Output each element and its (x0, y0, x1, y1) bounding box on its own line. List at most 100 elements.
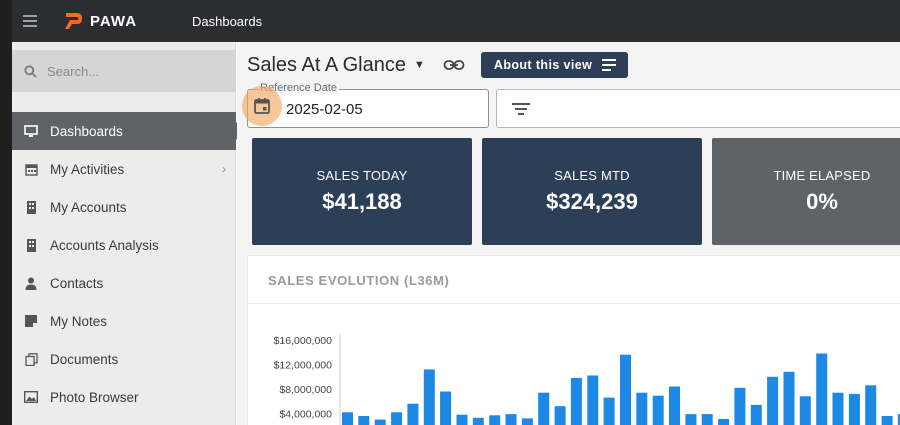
chart-bar[interactable] (521, 418, 533, 425)
sidebar-item-label: Accounts Analysis (50, 237, 159, 253)
person-icon (24, 276, 38, 290)
chart-bar[interactable] (407, 403, 419, 425)
chart-bar[interactable] (440, 391, 452, 425)
sidebar-nav: Dashboards My Activities › My Accounts A… (12, 112, 245, 416)
reference-date-value: 2025-02-05 (286, 101, 363, 118)
building-icon (24, 200, 38, 214)
chart-bar[interactable] (358, 416, 370, 425)
chart-bar[interactable] (342, 412, 353, 425)
chart-bar[interactable] (701, 414, 713, 425)
menu-icon[interactable] (12, 0, 48, 42)
chart-bar[interactable] (538, 392, 550, 425)
kpi-label: SALES MTD (554, 168, 630, 183)
sidebar-item-label: Contacts (50, 275, 104, 291)
sidebar-item-accounts-analysis[interactable]: Accounts Analysis (12, 226, 236, 264)
chart-bar[interactable] (554, 406, 566, 425)
chart-bar[interactable] (603, 397, 615, 425)
view-title-dropdown[interactable]: Sales At A Glance (247, 53, 406, 76)
sidebar-item-contacts[interactable]: Contacts (12, 264, 236, 302)
note-icon (24, 314, 38, 328)
filter-icon[interactable] (512, 103, 530, 115)
chart-bar[interactable] (881, 416, 893, 425)
y-tick-label: $4,000,000 (279, 409, 332, 421)
kpi-sales-mtd[interactable]: SALES MTD $324,239 (482, 138, 702, 245)
sidebar-item-label: My Accounts (50, 199, 127, 215)
chart-bar[interactable] (391, 412, 403, 425)
chart-bar[interactable] (799, 396, 811, 425)
pawa-logo-icon (65, 13, 82, 29)
chart-bar[interactable] (832, 392, 844, 425)
sidebar-item-label: My Notes (50, 313, 108, 329)
chart-bar[interactable] (865, 385, 877, 425)
calendar-icon (24, 162, 38, 176)
divider (248, 303, 900, 304)
y-tick-label: $12,000,000 (274, 360, 333, 372)
chart-bar[interactable] (685, 414, 697, 425)
chart-bar[interactable] (897, 414, 900, 425)
kpi-value: $41,188 (322, 189, 402, 214)
kpi-value: 0% (806, 189, 838, 214)
page-title: Dashboards (192, 13, 263, 29)
reference-date-field[interactable]: Reference Date 2025-02-05 (242, 82, 489, 128)
chart-bar[interactable] (472, 417, 484, 425)
chart-bar[interactable] (587, 375, 599, 425)
chart-bar[interactable] (456, 414, 468, 425)
view-header: Sales At A Glance ▼ About this view (247, 52, 629, 78)
caret-down-icon[interactable]: ▼ (414, 59, 425, 71)
chevron-right-icon: › (222, 162, 226, 176)
search-input[interactable]: Search... (12, 50, 236, 92)
list-icon (602, 59, 617, 71)
brand-logo[interactable]: PAWA (62, 10, 180, 32)
kpi-sales-today[interactable]: SALES TODAY $41,188 (252, 138, 472, 245)
chart-bar[interactable] (718, 419, 730, 425)
search-icon (24, 64, 37, 78)
chart-bar[interactable] (636, 392, 648, 425)
kpi-time-elapsed[interactable]: TIME ELAPSED 0% (712, 138, 900, 245)
filter-field[interactable] (496, 89, 900, 128)
chart-bar[interactable] (669, 386, 680, 425)
card-title: SALES EVOLUTION (L36M) (268, 273, 450, 288)
about-button-label: About this view (493, 58, 593, 72)
top-bar: PAWA Dashboards (12, 0, 900, 42)
y-tick-label: $16,000,000 (274, 335, 333, 347)
sidebar-item-photo-browser[interactable]: Photo Browser (12, 378, 236, 416)
kpi-label: SALES TODAY (316, 168, 408, 183)
kpi-row: SALES TODAY $41,188 SALES MTD $324,239 T… (252, 138, 900, 245)
calendar-picker-button[interactable] (242, 86, 282, 126)
chart-bar[interactable] (489, 415, 501, 425)
sidebar-item-label: Dashboards (50, 123, 123, 139)
chart-bar[interactable] (750, 404, 762, 425)
brand-text: PAWA (90, 12, 138, 30)
y-tick-label: $8,000,000 (279, 384, 332, 396)
chart-bar[interactable] (570, 378, 582, 425)
link-icon[interactable] (443, 58, 465, 72)
sidebar-item-my-accounts[interactable]: My Accounts (12, 188, 236, 226)
monitor-icon (24, 124, 38, 138)
chart-bar[interactable] (423, 369, 435, 425)
kpi-value: $324,239 (546, 189, 638, 214)
chart-bar[interactable] (734, 387, 746, 425)
sidebar: Search... Dashboards My Activities › My … (12, 42, 245, 425)
chart-bar[interactable] (767, 376, 779, 425)
building-icon (24, 238, 38, 252)
sidebar-item-label: My Activities (50, 161, 125, 177)
about-this-view-button[interactable]: About this view (480, 52, 629, 78)
chart-bar[interactable] (374, 419, 386, 425)
sales-evolution-card: SALES EVOLUTION (L36M) $16,000,000 $12,00… (247, 255, 900, 425)
sidebar-item-documents[interactable]: Documents (12, 340, 236, 378)
image-icon (24, 390, 38, 404)
chart-bar[interactable] (848, 393, 860, 425)
kpi-label: TIME ELAPSED (773, 168, 871, 183)
chart-bar[interactable] (620, 354, 631, 425)
sidebar-item-my-activities[interactable]: My Activities › (12, 150, 236, 188)
reference-date-label: Reference Date (258, 82, 340, 94)
documents-icon (24, 352, 38, 366)
chart-bar[interactable] (505, 414, 517, 425)
sidebar-item-dashboards[interactable]: Dashboards (12, 112, 245, 150)
chart-bar[interactable] (783, 371, 795, 425)
search-placeholder: Search... (47, 63, 100, 79)
chart-bar[interactable] (652, 395, 664, 425)
chart-bar[interactable] (816, 353, 828, 425)
main-content: Sales At A Glance ▼ About this view Refe… (237, 42, 900, 425)
sidebar-item-my-notes[interactable]: My Notes (12, 302, 236, 340)
